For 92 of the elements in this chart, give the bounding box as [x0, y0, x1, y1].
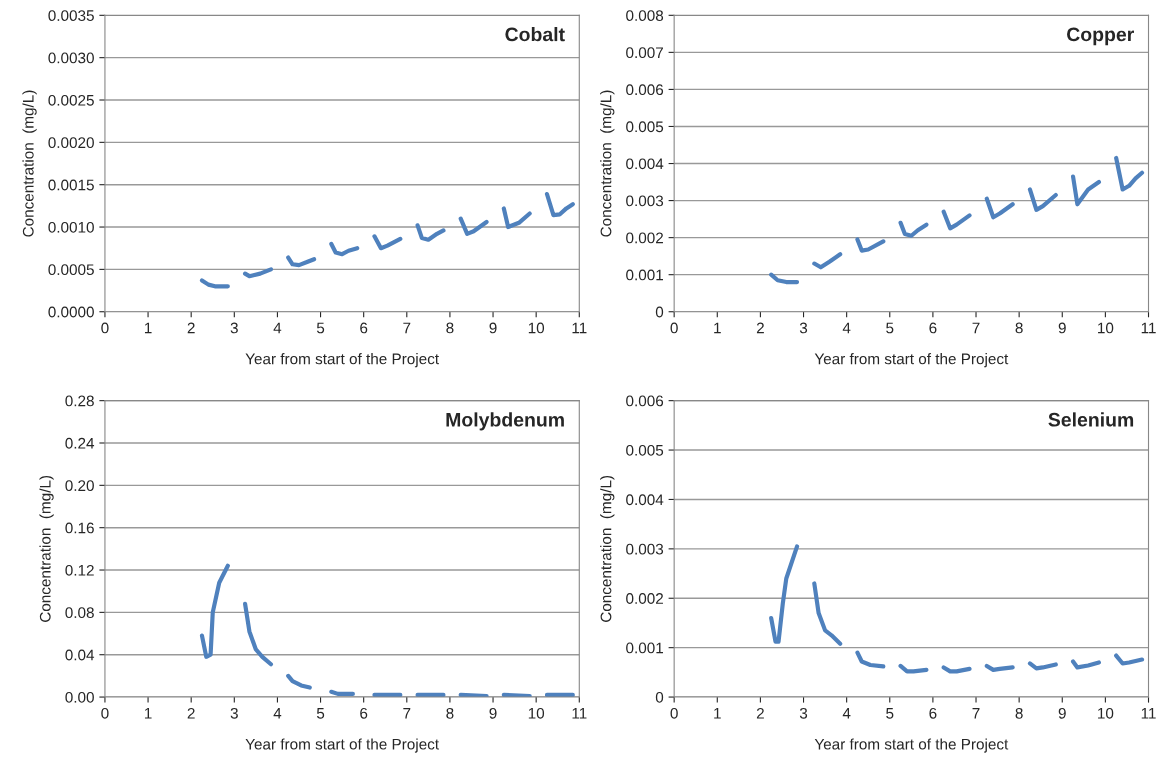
y-tick-label: 0.0030: [48, 52, 94, 64]
y-tick-label: 0.004: [626, 158, 664, 170]
y-tick-label: 0.007: [626, 47, 663, 59]
x-tick-label: 11: [1141, 708, 1156, 719]
x-tick-label: 11: [572, 708, 587, 719]
x-tick-label: 7: [972, 322, 980, 334]
x-tick-label: 2: [187, 707, 195, 719]
x-tick-label: 1: [144, 708, 152, 719]
x-tick-label: 7: [403, 322, 411, 334]
x-tick-label: 11: [1141, 322, 1156, 334]
x-tick-label: 10: [528, 322, 545, 334]
x-tick-label: 8: [446, 707, 454, 719]
y-tick-label: 0.00: [65, 691, 94, 703]
x-tick-label: 2: [756, 707, 764, 719]
y-tick-label: 0.006: [626, 84, 664, 96]
x-axis-title: Year from start of the Project: [814, 353, 1009, 368]
x-tick-label: 4: [842, 708, 851, 719]
x-tick-label: 3: [799, 322, 808, 334]
x-tick-label: 0: [101, 707, 109, 719]
x-axis-title: Year from start of the Project: [245, 353, 439, 368]
x-tick-label: 6: [360, 322, 368, 334]
x-tick-label: 5: [886, 708, 894, 719]
x-tick-label: 5: [316, 322, 325, 334]
y-tick-label: 0.006: [626, 395, 664, 407]
y-tick-label: 0.24: [65, 437, 95, 449]
y-axis-title: Concentration (mg/L): [39, 475, 54, 622]
x-tick-label: 4: [273, 322, 282, 334]
x-tick-label: 0: [670, 707, 678, 719]
x-tick-label: 10: [1098, 707, 1114, 719]
y-axis-title: Concentration (mg/L): [600, 475, 615, 622]
y-tick-label: 0.001: [626, 642, 663, 654]
x-tick-label: 1: [714, 322, 721, 334]
x-tick-label: 2: [187, 322, 195, 334]
x-tick-label: 4: [842, 322, 851, 334]
x-tick-label: 7: [972, 708, 980, 719]
x-tick-label: 0: [101, 322, 109, 334]
y-tick-label: 0.005: [626, 121, 664, 133]
text: Copper: [1067, 27, 1134, 46]
y-tick-label: 0.0000: [48, 306, 94, 318]
x-tick-label: 10: [528, 707, 545, 719]
x-tick-label: 3: [799, 707, 808, 719]
x-tick-label: 2: [756, 322, 764, 334]
x-tick-label: 5: [886, 322, 894, 334]
y-tick-label: 0.008: [626, 10, 664, 22]
x-tick-label: 1: [714, 708, 721, 719]
x-tick-label: 11: [572, 322, 587, 334]
x-tick-label: 9: [1058, 322, 1066, 334]
y-tick-label: 0.0025: [48, 94, 94, 106]
y-tick-label: 0.002: [626, 232, 663, 244]
y-tick-label: 0.004: [626, 494, 664, 506]
x-tick-label: 9: [489, 322, 497, 334]
y-tick-label: 0.005: [626, 444, 664, 456]
y-tick-label: 0.003: [626, 543, 664, 555]
x-tick-label: 7: [403, 708, 411, 719]
y-tick-label: 0.0015: [48, 179, 94, 191]
y-tick-label: 0.04: [65, 649, 95, 661]
x-tick-label: 4: [273, 708, 282, 719]
y-tick-label: 0: [655, 691, 664, 703]
y-tick-label: 0.0035: [48, 10, 94, 22]
y-tick-label: 0: [655, 306, 664, 318]
y-tick-label: 0.12: [65, 564, 94, 576]
text: Molybdenum: [446, 412, 564, 431]
x-tick-label: 3: [230, 707, 238, 719]
y-tick-label: 0.16: [65, 522, 94, 534]
chart-title: Cobalt: [505, 27, 565, 42]
y-tick-label: 0.20: [65, 480, 94, 492]
chart-title: Selenium: [1048, 412, 1134, 427]
x-tick-label: 5: [316, 708, 325, 719]
y-tick-label: 0.0010: [48, 221, 94, 233]
y-axis-title: Concentration (mg/L): [22, 90, 37, 237]
x-tick-label: 6: [929, 322, 937, 334]
x-tick-label: 8: [1015, 707, 1023, 719]
y-tick-label: 0.003: [626, 195, 664, 207]
y-tick-label: 0.001: [626, 269, 663, 281]
x-tick-label: 8: [446, 322, 454, 334]
x-tick-label: 6: [929, 707, 937, 719]
x-axis-title: Year from start of the Project: [245, 738, 439, 753]
x-tick-label: 9: [1058, 707, 1066, 719]
y-tick-label: 0.08: [65, 607, 94, 619]
x-tick-label: 6: [360, 707, 368, 719]
x-tick-label: 9: [489, 707, 497, 719]
y-tick-label: 0.0005: [48, 264, 94, 276]
y-tick-label: 0.0020: [48, 137, 94, 149]
x-tick-label: 3: [230, 322, 238, 334]
x-tick-label: 8: [1015, 322, 1023, 334]
y-axis-title: Concentration (mg/L): [600, 90, 615, 237]
x-tick-label: 0: [670, 322, 678, 334]
x-tick-label: 1: [144, 322, 152, 334]
x-axis-title: Year from start of the Project: [814, 738, 1009, 753]
x-tick-label: 10: [1098, 322, 1114, 334]
y-tick-label: 0.002: [626, 593, 663, 604]
y-tick-label: 0.28: [65, 395, 94, 407]
